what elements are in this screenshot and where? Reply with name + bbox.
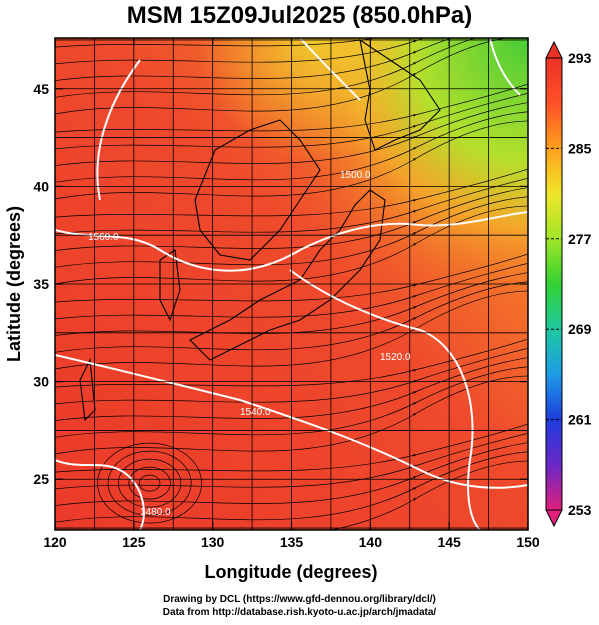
streamline-vortex — [97, 442, 202, 524]
streamline — [55, 290, 528, 370]
streamline — [55, 38, 528, 98]
streamline-vortex — [128, 466, 171, 500]
temperature-field — [55, 38, 528, 530]
page-title: MSM 15Z09Jul2025 (850.0hPa) — [126, 2, 473, 29]
contour-label: 1480.0 — [140, 507, 171, 518]
streamline — [55, 38, 528, 115]
x-tick-label: 140 — [359, 534, 383, 550]
streamline — [55, 443, 528, 523]
streamline — [55, 239, 528, 320]
streamline — [55, 256, 528, 337]
streamline — [55, 409, 528, 490]
credits: Drawing by DCL (https://www.gfd-dennou.o… — [0, 593, 599, 619]
streamline — [329, 460, 528, 530]
y-tick-label: 45 — [33, 81, 49, 97]
streamline-vortex — [118, 458, 182, 508]
y-tick-label: 40 — [33, 178, 49, 194]
contour-label: 1520.0 — [380, 352, 411, 363]
contour-label: 1540.0 — [240, 407, 271, 418]
streamline — [55, 86, 528, 167]
x-tick-label: 125 — [122, 534, 146, 550]
x-tick-label: 150 — [516, 534, 540, 550]
streamline — [55, 69, 528, 150]
colorbar: 293 285 277 269 261 253 — [545, 40, 592, 528]
streamline — [55, 273, 528, 353]
y-axis: 25 30 35 40 45 — [33, 81, 528, 487]
streamline — [55, 392, 528, 473]
colorbar-tick-label: 261 — [568, 412, 592, 428]
colorbar-bottom-triangle — [545, 509, 563, 528]
streamline — [55, 205, 528, 285]
colorbar-scale — [545, 57, 563, 511]
streamline — [55, 120, 528, 200]
streamline — [55, 154, 528, 235]
streamline — [55, 341, 528, 422]
x-tick-label: 130 — [201, 534, 225, 550]
streamline — [55, 103, 528, 183]
wind-streamlines — [55, 38, 528, 530]
contour-label: 1560.0 — [88, 232, 119, 243]
colorbar-tick-label: 269 — [568, 321, 592, 337]
x-tick-label: 120 — [43, 534, 67, 550]
streamline — [55, 38, 528, 82]
colorbar-top-triangle — [545, 40, 563, 59]
x-axis: 120 125 130 135 140 145 150 — [43, 38, 540, 550]
streamline — [55, 375, 528, 455]
geopotential-contours — [55, 38, 528, 530]
streamline — [55, 358, 528, 438]
streamline — [55, 52, 528, 133]
streamline — [55, 38, 528, 65]
streamline — [55, 38, 378, 48]
colorbar-tick-label: 285 — [568, 140, 592, 156]
x-tick-label: 135 — [280, 534, 304, 550]
y-axis-label: Latitude (degrees) — [4, 206, 24, 362]
streamline — [55, 307, 528, 388]
streamline — [55, 137, 528, 218]
streamline — [55, 188, 528, 268]
streamline-vortex — [107, 450, 192, 516]
credit-data: Data from http://database.rish.kyoto-u.a… — [162, 607, 437, 618]
credit-drawing: Drawing by DCL (https://www.gfd-dennou.o… — [163, 594, 436, 605]
streamline — [55, 426, 528, 507]
streamline — [55, 171, 528, 252]
streamline — [55, 222, 528, 303]
streamline — [55, 324, 528, 405]
colorbar-tick-label: 277 — [568, 231, 592, 247]
x-axis-label: Longitude (degrees) — [204, 562, 377, 582]
streamline-vortex — [138, 474, 161, 492]
contour-label: 1500.0 — [340, 170, 371, 181]
coastlines — [79, 38, 441, 422]
y-tick-label: 30 — [33, 374, 49, 390]
colorbar-tick-label: 253 — [568, 502, 592, 518]
y-tick-label: 35 — [33, 276, 49, 292]
y-tick-label: 25 — [33, 471, 49, 487]
colorbar-tick-label: 293 — [568, 50, 592, 66]
x-tick-label: 145 — [437, 534, 461, 550]
